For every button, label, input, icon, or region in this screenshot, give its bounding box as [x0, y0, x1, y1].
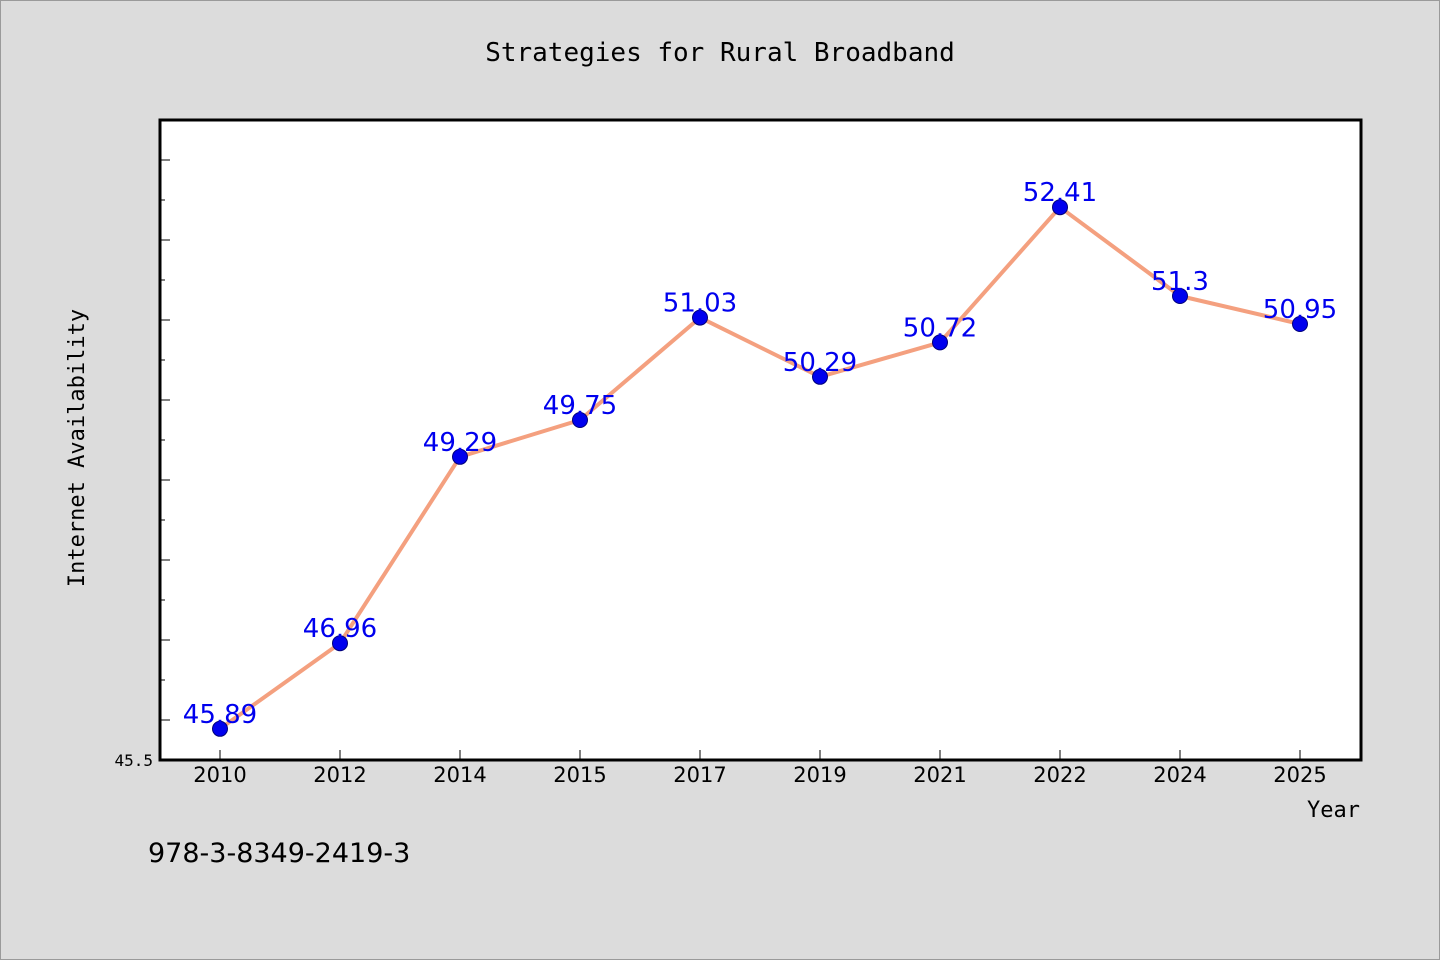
- data-point-label: 45.89: [183, 700, 257, 730]
- x-tick-label: 2022: [1033, 763, 1086, 787]
- data-point-label: 50.29: [783, 348, 857, 378]
- data-point-marker: [212, 720, 228, 737]
- y-axis-label: Internet Availability: [65, 309, 90, 587]
- x-tick-label: 2021: [913, 763, 966, 787]
- data-point-marker: [812, 368, 828, 385]
- data-point-marker: [932, 334, 948, 351]
- x-tick-label: 2024: [1153, 763, 1206, 787]
- data-point-marker: [1172, 288, 1188, 304]
- data-point-marker: [692, 309, 708, 326]
- y-tick-label-min: 45.5: [114, 751, 153, 770]
- data-point-label: 49.75: [543, 391, 617, 421]
- data-point-label: 50.95: [1263, 295, 1337, 325]
- series-line: [218, 205, 1302, 731]
- x-axis-tick-labels: 2010 2012 2014 2015 2017 2019 2021 2022 2024 2025: [193, 763, 1326, 787]
- data-point-marker: [572, 412, 588, 428]
- data-point-marker: [1052, 199, 1068, 216]
- x-tick-label: 2025: [1273, 763, 1326, 787]
- plot-frame: [158, 118, 1363, 762]
- data-point-label: 51.03: [663, 289, 737, 319]
- data-point-label: 50.72: [903, 313, 977, 343]
- x-tick-label: 2014: [433, 763, 486, 787]
- data-point-label: 46.96: [303, 614, 377, 644]
- x-tick-label: 2010: [193, 763, 246, 787]
- isbn-annotation: 978-3-8349-2419-3: [148, 838, 410, 869]
- chart-title: Strategies for Rural Broadband: [485, 38, 955, 68]
- x-tick-label: 2012: [313, 763, 366, 787]
- data-point-label: 52.41: [1023, 178, 1097, 208]
- data-markers: [212, 199, 1308, 737]
- data-point-label: 51.3: [1151, 267, 1209, 297]
- data-point-marker: [1292, 316, 1308, 332]
- data-point-marker: [332, 635, 348, 652]
- x-axis-ticks: [219, 750, 1301, 760]
- data-point-label: 49.29: [423, 428, 497, 458]
- data-point-marker: [452, 448, 468, 465]
- x-tick-label: 2017: [673, 763, 726, 787]
- data-labels: 45.89 46.96 49.29 49.75 51.03 50.29 50.72 52.41…: [183, 178, 1337, 730]
- plot-area: [160, 120, 1361, 760]
- x-axis-label: Year: [1307, 798, 1360, 823]
- x-tick-label: 2015: [553, 763, 606, 787]
- x-tick-label: 2019: [793, 763, 846, 787]
